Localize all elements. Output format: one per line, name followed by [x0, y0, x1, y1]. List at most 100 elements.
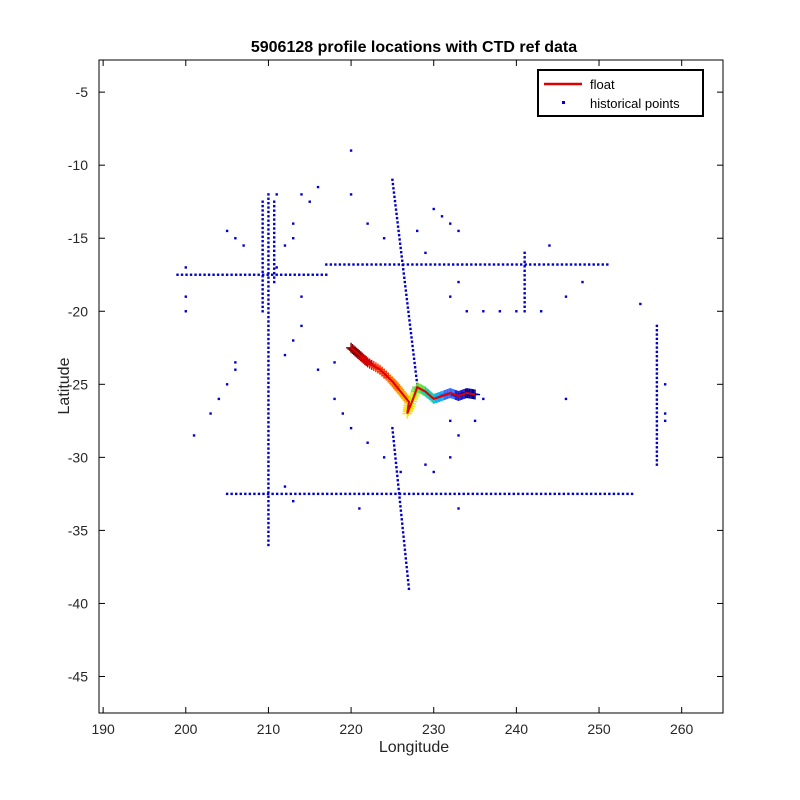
historical-point: [184, 295, 187, 298]
historical-point: [560, 263, 564, 266]
historical-point: [397, 487, 400, 491]
historical-point: [261, 218, 264, 221]
historical-point: [402, 535, 405, 538]
historical-point: [444, 492, 447, 496]
historical-point: [448, 492, 452, 496]
historical-point: [639, 302, 642, 306]
historical-point: [261, 296, 264, 300]
historical-point: [308, 200, 311, 203]
historical-point: [655, 441, 659, 445]
float-profile-layer: [346, 342, 481, 419]
historical-point: [426, 492, 429, 496]
historical-point: [399, 509, 403, 512]
historical-point: [267, 438, 270, 442]
historical-point: [424, 263, 428, 266]
historical-point: [374, 263, 378, 266]
historical-point: [404, 557, 408, 560]
historical-point: [438, 263, 441, 266]
historical-point: [578, 263, 582, 266]
historical-point: [271, 492, 274, 496]
historical-point: [261, 213, 264, 217]
historical-point: [411, 263, 414, 266]
historical-point: [376, 492, 379, 496]
historical-point: [267, 482, 270, 485]
historical-point: [393, 452, 397, 456]
historical-point: [542, 263, 546, 266]
historical-point: [547, 263, 550, 266]
historical-point: [217, 397, 221, 401]
historical-point: [403, 492, 406, 496]
historical-point: [521, 492, 525, 496]
historical-point: [589, 492, 593, 496]
historical-point: [273, 262, 276, 266]
historical-point: [399, 251, 403, 254]
x-axis-label: Longitude: [379, 739, 449, 756]
historical-point: [335, 492, 338, 496]
historical-point: [267, 272, 270, 275]
historical-point: [523, 287, 526, 290]
historical-point: [395, 466, 398, 469]
historical-point: [462, 492, 465, 496]
historical-point: [267, 280, 270, 284]
historical-point: [399, 505, 402, 508]
historical-point: [396, 479, 399, 482]
historical-point: [405, 565, 408, 569]
historical-point: [449, 295, 452, 298]
historical-point: [267, 298, 270, 301]
historical-point: [267, 219, 270, 222]
historical-point: [406, 578, 410, 582]
historical-point: [523, 283, 526, 286]
historical-point: [371, 492, 374, 496]
historical-point: [248, 273, 251, 276]
historical-point: [266, 492, 270, 496]
historical-point: [576, 492, 579, 496]
historical-point: [267, 521, 270, 525]
historical-point: [333, 397, 336, 401]
historical-point: [261, 283, 264, 287]
historical-point: [261, 222, 264, 225]
historical-point: [397, 263, 401, 266]
historical-point: [420, 263, 423, 266]
historical-point: [321, 492, 324, 496]
x-tick-label: 250: [587, 721, 611, 737]
historical-point: [273, 276, 276, 279]
historical-point: [242, 244, 245, 247]
historical-point: [349, 426, 353, 430]
y-tick-label: -20: [68, 303, 88, 319]
historical-point: [655, 459, 659, 462]
historical-point: [529, 263, 532, 266]
historical-point: [267, 359, 270, 363]
historical-point: [267, 513, 270, 516]
historical-point: [655, 407, 659, 410]
historical-point: [239, 492, 242, 496]
historical-point: [267, 302, 270, 306]
historical-point: [597, 263, 600, 266]
historical-point: [261, 273, 265, 276]
historical-point: [403, 544, 406, 547]
historical-point: [395, 470, 399, 473]
historical-point: [608, 492, 611, 496]
historical-point: [267, 324, 270, 328]
y-tick-label: -25: [68, 376, 88, 392]
historical-point: [470, 263, 473, 266]
historical-point: [358, 507, 361, 510]
historical-point: [266, 273, 269, 276]
historical-point: [403, 276, 406, 279]
historical-point: [400, 513, 403, 517]
historical-point: [389, 492, 393, 496]
historical-point: [267, 364, 270, 367]
historical-point: [421, 492, 424, 496]
historical-point: [412, 357, 416, 360]
historical-point: [267, 293, 270, 297]
historical-point: [300, 324, 303, 328]
historical-point: [293, 273, 296, 276]
historical-point: [267, 258, 270, 262]
historical-point: [398, 500, 402, 504]
historical-point: [261, 231, 264, 234]
historical-point: [189, 273, 193, 276]
historical-point: [626, 492, 629, 496]
historical-point: [261, 248, 264, 252]
historical-point: [361, 263, 364, 266]
historical-point: [267, 407, 270, 411]
